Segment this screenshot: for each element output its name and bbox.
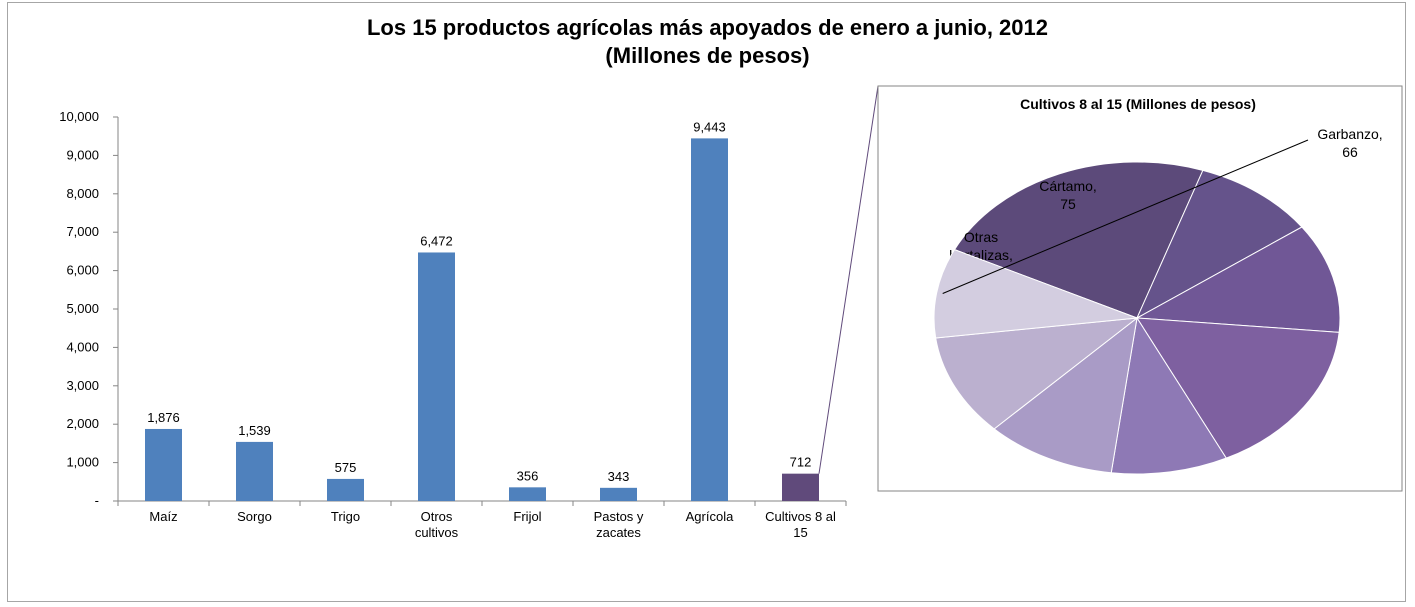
y-tick-label: 5,000 [66,301,99,316]
category-label: Sorgo [237,509,272,524]
bar-data-label: 1,876 [147,410,180,425]
bar-data-label: 1,539 [238,423,271,438]
bar-data-label: 9,443 [693,119,726,134]
pie-slice-label: 66 [1342,144,1358,160]
chart-title: Los 15 productos agrícolas más apoyados … [0,14,1415,70]
pie-leader-line [942,139,1309,294]
bar [509,487,546,501]
bar-data-label: 712 [790,455,812,470]
category-label: Cultivos 8 al [765,509,836,524]
y-tick-label: 3,000 [66,378,99,393]
y-tick-label: 7,000 [66,224,99,239]
y-tick-label: 2,000 [66,416,99,431]
bar-data-label: 575 [335,460,357,475]
category-label: Pastos y [594,509,644,524]
category-label: 15 [793,525,807,540]
pie-title: Cultivos 8 al 15 (Millones de pesos) [1020,96,1256,112]
pie-slice [933,248,1138,339]
category-label: Maíz [149,509,177,524]
y-tick-label: 1,000 [66,455,99,470]
y-tick-label: 9,000 [66,147,99,162]
category-label: Trigo [331,509,360,524]
pie-slice [1135,226,1341,333]
connector-line [818,85,879,474]
y-tick-label: 6,000 [66,263,99,278]
bar [418,252,455,501]
bar-data-label: 343 [608,469,630,484]
bar [236,441,273,501]
pie-slice-label: Otras [964,229,998,245]
category-label: Otros [421,509,453,524]
bar [327,478,364,501]
pie-slice-label: 75 [1060,196,1076,212]
pie-slice [935,317,1139,430]
bar-data-label: 6,472 [420,233,453,248]
category-label: Frijol [513,509,541,524]
pie-slice [993,316,1138,474]
y-tick-label: - [95,493,99,508]
bar [600,487,637,501]
bar [691,138,728,501]
pie-slice [1110,316,1227,475]
chart-title-line-2: (Millones de pesos) [605,43,810,68]
chart-title-line-1: Los 15 productos agrícolas más apoyados … [366,15,1048,40]
chart-frame [7,2,1406,602]
category-label: Agrícola [686,509,734,524]
y-tick-label: 8,000 [66,186,99,201]
pie-slice-label: Garbanzo, [1317,126,1382,142]
bar [145,428,182,501]
bar-data-label: 356 [517,468,539,483]
pie-slice-label: Cártamo, [1039,178,1097,194]
pie-slice [1135,169,1303,320]
bar [782,473,819,501]
y-tick-label: 4,000 [66,339,99,354]
category-label: cultivos [415,525,459,540]
pie-slice [1136,317,1340,459]
pie-slice [953,161,1204,319]
category-label: zacates [596,525,641,540]
y-tick-label: 10,000 [59,109,99,124]
